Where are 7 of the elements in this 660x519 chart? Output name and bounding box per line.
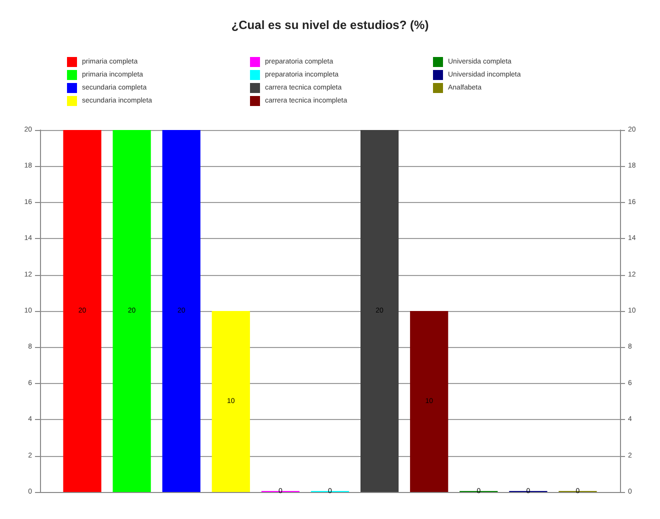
bar bbox=[212, 311, 250, 492]
bar bbox=[410, 311, 448, 492]
bar bbox=[162, 130, 200, 492]
bar bbox=[112, 130, 151, 492]
bar bbox=[63, 130, 102, 492]
chart-title: ¿Cual es su nivel de estudios? (%) bbox=[231, 18, 429, 32]
bar bbox=[360, 130, 399, 492]
